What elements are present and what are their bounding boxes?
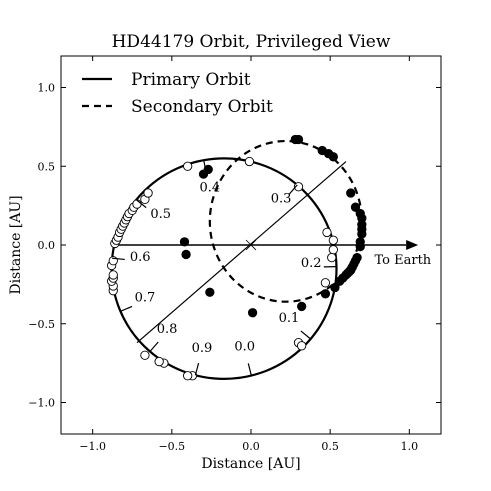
x-tick-label: −1.0 <box>79 440 106 453</box>
phase-tick <box>300 330 311 340</box>
phase-tick <box>149 341 159 352</box>
y-tick-label: 1.0 <box>38 82 56 95</box>
primary-data-point <box>244 156 255 167</box>
secondary-data-point <box>330 282 340 293</box>
phase-label: 0.2 <box>301 256 322 271</box>
legend-label-secondary: Secondary Orbit <box>131 97 273 117</box>
phase-tick <box>135 199 147 209</box>
primary-data-point <box>322 227 332 238</box>
phase-label: 0.3 <box>271 191 292 206</box>
x-tick-label: 0.0 <box>242 440 260 453</box>
legend-label-primary: Primary Orbit <box>131 70 251 90</box>
phase-tick <box>288 184 298 195</box>
x-tick-label: 1.0 <box>401 440 419 453</box>
primary-data-point <box>140 350 150 360</box>
primary-data-point <box>320 278 331 288</box>
phase-label: 0.1 <box>279 311 300 326</box>
line-of-nodes <box>136 161 347 344</box>
secondary-data-point <box>179 237 190 247</box>
primary-data-point <box>183 371 193 381</box>
y-tick-label: −0.5 <box>28 318 55 331</box>
earth-arrow-label: To Earth <box>375 253 432 268</box>
primary-data-point <box>327 252 337 263</box>
x-tick-label: 0.5 <box>321 440 339 453</box>
x-axis-title: Distance [AU] <box>201 456 300 472</box>
phase-label: 0.7 <box>135 291 156 306</box>
phase-label: 0.5 <box>150 207 171 222</box>
secondary-data-point <box>355 241 365 252</box>
secondary-data-point <box>346 188 356 198</box>
primary-data-point <box>297 341 307 351</box>
y-axis-title: Distance [AU] <box>8 195 24 294</box>
secondary-data-point <box>181 249 191 260</box>
phase-label: 0.9 <box>192 341 213 356</box>
x-tick-label: −0.5 <box>158 440 185 453</box>
phase-label: 0.8 <box>157 322 178 337</box>
primary-data-point <box>328 235 338 245</box>
phase-tick <box>194 362 200 376</box>
chart-title: HD44179 Orbit, Privileged View <box>112 32 391 52</box>
primary-data-point <box>154 356 164 367</box>
axis-ticks: −1.0 −0.5 0.0 0.5 1.0 −1.0 −0.5 0.0 0.5 1.0 <box>28 56 441 453</box>
primary-data-point <box>328 245 338 255</box>
secondary-data-point <box>335 276 345 286</box>
primary-data-point <box>108 270 118 280</box>
y-tick-label: −1.0 <box>28 397 55 410</box>
primary-data-point <box>143 188 153 198</box>
phase-tick <box>120 305 133 312</box>
phase-label: 0.6 <box>130 250 151 265</box>
phase-label: 0.4 <box>199 180 220 195</box>
primary-data-point <box>183 161 193 171</box>
phase-tick <box>203 160 207 173</box>
secondary-data-point <box>297 301 307 312</box>
secondary-data-point <box>205 287 215 297</box>
phase-tick <box>247 363 252 376</box>
primary-data-point <box>293 182 304 192</box>
primary-data-point <box>132 199 142 209</box>
secondary-data-point <box>293 134 304 145</box>
plot-area: To Earth 0.0 0.1 0.2 0.3 0.4 0.5 0.6 0.7 0.8 0.9 <box>107 134 432 381</box>
y-tick-label: 0.5 <box>38 160 56 173</box>
secondary-data-point <box>350 202 361 212</box>
secondary-data-point <box>328 152 338 162</box>
earth-arrow-head <box>406 240 419 250</box>
phase-label: 0.0 <box>234 340 255 355</box>
y-tick-label: 0.0 <box>38 239 56 252</box>
phase-tick <box>112 257 125 261</box>
secondary-data-point <box>357 229 367 239</box>
secondary-data-point <box>247 308 258 318</box>
secondary-data-point <box>320 289 331 299</box>
legend: Primary Orbit Secondary Orbit <box>82 70 273 117</box>
